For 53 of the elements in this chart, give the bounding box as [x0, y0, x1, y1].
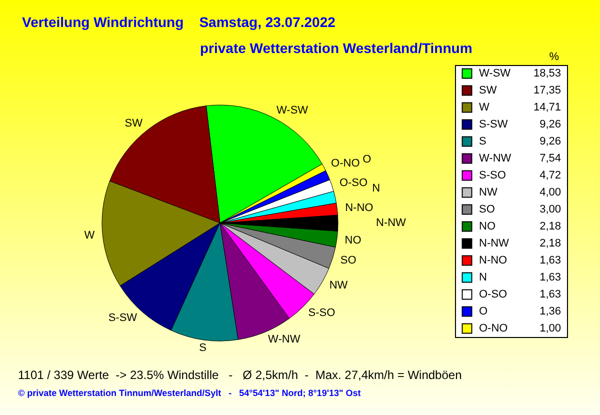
slice-label: W-SW — [276, 104, 309, 116]
data-label: 1,63 — [540, 254, 561, 266]
data-label: 9,26 — [540, 118, 561, 130]
chart-title: Verteilung Windrichtung Samstag, 23.07.2022 — [22, 14, 336, 30]
slice-label: S-SW — [108, 312, 138, 324]
legend-title: % — [549, 51, 560, 63]
text: © private Wetterstation Tinnum/Westerland/Sylt - 54°54'13" Nord; 8°19'13" Ost — [18, 388, 362, 398]
slice-label: N-NO — [345, 202, 374, 214]
legend-label: S — [479, 136, 486, 148]
legend-label: NO — [479, 220, 496, 232]
legend-label: W — [479, 102, 490, 114]
legend-label: N-NW — [479, 238, 510, 250]
slice-label: S — [199, 342, 207, 354]
slice-label: O-NO — [331, 157, 360, 170]
slice-label: SW — [124, 118, 144, 130]
legend-label: O — [479, 306, 488, 318]
legend-label: N-NO — [479, 254, 508, 266]
slice-label: S-SO — [308, 306, 336, 319]
data-label: 7,54 — [540, 152, 561, 164]
legend-label: NW — [479, 186, 498, 198]
legend-label: SW — [479, 84, 498, 96]
slice-label: N-NW — [376, 217, 407, 230]
data-label: 9,26 — [540, 136, 561, 148]
slice-label: W — [84, 229, 96, 242]
data-label: 18,53 — [533, 68, 561, 80]
slice-label: SO — [340, 254, 357, 266]
data-label: 2,18 — [540, 238, 561, 250]
legend-label: S-SO — [479, 170, 506, 182]
data-label: 4,72 — [540, 170, 561, 182]
slice-label: O-SO — [339, 176, 368, 189]
slice-label: O — [362, 154, 372, 166]
legend-label: SO — [479, 204, 496, 216]
legend-label: W-NW — [479, 152, 512, 164]
legend-label: N — [479, 272, 487, 284]
data-label: 1,63 — [540, 272, 561, 284]
slice-label: N — [372, 182, 380, 195]
legend-label: W-SW — [479, 68, 512, 80]
data-label: 1,36 — [540, 306, 561, 318]
data-label: 17,35 — [533, 84, 561, 96]
legend-label: S-SW — [479, 118, 508, 130]
slice-label: W-NW — [268, 333, 301, 346]
data-label: 2,18 — [540, 220, 561, 232]
text: 1101 / 339 Werte -> 23.5% Windstille - Ø 2,5km/h - Max. 27,4km/h = Windböen — [18, 368, 462, 382]
data-label: 1,00 — [540, 322, 561, 334]
data-label: 4,00 — [540, 186, 561, 198]
slice-label: NO — [344, 234, 362, 246]
legend-label: O-SO — [479, 288, 508, 300]
legend-label: O-NO — [479, 322, 508, 334]
chart-subtitle: private Wetterstation Westerland/Tinnum — [200, 40, 472, 56]
slice-label: NW — [329, 280, 348, 292]
data-label: 14,71 — [533, 102, 561, 114]
data-label: 3,00 — [540, 204, 561, 216]
data-label: 1,63 — [540, 288, 561, 300]
